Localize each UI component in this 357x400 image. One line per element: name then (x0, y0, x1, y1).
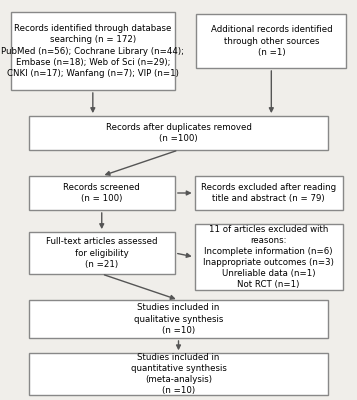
Text: Records screened
(n = 100): Records screened (n = 100) (64, 183, 140, 203)
FancyBboxPatch shape (29, 116, 328, 150)
Text: Records excluded after reading
title and abstract (n = 79): Records excluded after reading title and… (201, 183, 336, 203)
FancyBboxPatch shape (29, 300, 328, 338)
FancyBboxPatch shape (11, 12, 175, 90)
FancyBboxPatch shape (29, 353, 328, 395)
Text: Studies included in
quantitative synthesis
(meta-analysis)
(n =10): Studies included in quantitative synthes… (131, 353, 226, 395)
Text: Records identified through database
searching (n = 172)
PubMed (n=56); Cochrane : Records identified through database sear… (1, 24, 184, 78)
FancyBboxPatch shape (196, 14, 346, 68)
Text: Records after duplicates removed
(n =100): Records after duplicates removed (n =100… (106, 123, 251, 143)
FancyBboxPatch shape (29, 176, 175, 210)
FancyBboxPatch shape (29, 232, 175, 274)
Text: Full-text articles assessed
for eligibility
(n =21): Full-text articles assessed for eligibil… (46, 238, 157, 269)
FancyBboxPatch shape (195, 176, 343, 210)
Text: Studies included in
qualitative synthesis
(n =10): Studies included in qualitative synthesi… (134, 303, 223, 334)
Text: Additional records identified
through other sources
(n =1): Additional records identified through ot… (211, 25, 332, 57)
Text: 11 of articles excluded with
reasons:
Incomplete information (n=6)
Inappropriate: 11 of articles excluded with reasons: In… (203, 225, 334, 289)
FancyBboxPatch shape (195, 224, 343, 290)
